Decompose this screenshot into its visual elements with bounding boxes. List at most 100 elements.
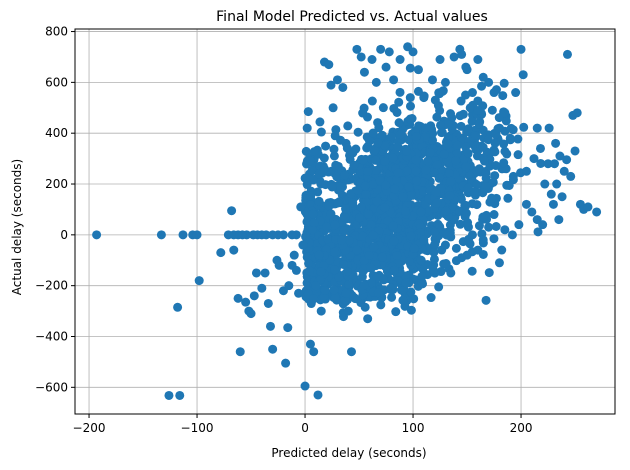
scatter-point (314, 196, 324, 206)
scatter-point (440, 77, 450, 87)
scatter-point (216, 248, 226, 258)
scatter-point (463, 148, 473, 158)
scatter-point (321, 141, 331, 151)
scatter-point (380, 203, 390, 213)
scatter-point (428, 135, 438, 145)
scatter-point (371, 77, 381, 87)
scatter-point (431, 187, 441, 197)
scatter-point (451, 243, 461, 253)
scatter-point (535, 143, 545, 153)
scatter-point (394, 97, 404, 107)
scatter-point (389, 75, 399, 85)
scatter-point (474, 119, 484, 129)
scatter-point (405, 93, 415, 103)
scatter-point (173, 302, 183, 312)
scatter-point (550, 159, 560, 169)
scatter-point (532, 123, 542, 133)
scatter-point (306, 156, 316, 166)
scatter-point (308, 209, 318, 219)
scatter-point (268, 230, 278, 240)
scatter-point (483, 135, 493, 145)
scatter-point (303, 107, 313, 117)
scatter-point (298, 240, 308, 250)
scatter-point (404, 256, 414, 266)
scatter-point (381, 62, 391, 72)
scatter-point (474, 164, 484, 174)
scatter-point (404, 182, 414, 192)
scatter-point (340, 212, 350, 222)
scatter-point (551, 138, 561, 148)
scatter-point (411, 132, 421, 142)
scatter-point (291, 265, 301, 275)
scatter-point (500, 146, 510, 156)
scatter-point (306, 191, 316, 201)
scatter-point (467, 230, 477, 240)
scatter-point (478, 212, 488, 222)
scatter-point (281, 358, 291, 368)
scatter-point (464, 124, 474, 134)
scatter-point (592, 207, 602, 217)
scatter-point (499, 139, 509, 149)
scatter-point (555, 151, 565, 161)
scatter-point (343, 121, 353, 131)
x-axis-ticks: −200 −100 0 100 200 (73, 414, 532, 435)
scatter-point (446, 268, 456, 278)
scatter-point (405, 63, 415, 73)
scatter-point (284, 281, 294, 291)
scatter-point (376, 44, 386, 54)
scatter-point (377, 252, 387, 262)
scatter-point (430, 239, 440, 249)
scatter-point (346, 347, 356, 357)
scatter-point (437, 127, 447, 137)
scatter-point (478, 142, 488, 152)
scatter-point (454, 206, 464, 216)
scatter-point (379, 275, 389, 285)
scatter-point (472, 180, 482, 190)
y-tick-label: 600 (45, 75, 68, 89)
scatter-point (473, 105, 483, 115)
scatter-point (557, 192, 567, 202)
scatter-point (514, 220, 524, 230)
scatter-point (394, 118, 404, 128)
scatter-point (364, 209, 374, 219)
scatter-point (319, 164, 329, 174)
scatter-point (451, 156, 461, 166)
scatter-point (367, 278, 377, 288)
scatter-point (333, 198, 343, 208)
scatter-point (283, 323, 293, 333)
scatter-point (390, 184, 400, 194)
scatter-point (455, 219, 465, 229)
scatter-point (506, 123, 516, 133)
scatter-point (570, 146, 580, 156)
scatter-point (562, 49, 572, 59)
scatter-point (362, 143, 372, 153)
scatter-point (359, 280, 369, 290)
scatter-point (342, 267, 352, 277)
scatter-point (421, 123, 431, 133)
scatter-point (335, 181, 345, 191)
scatter-point (536, 158, 546, 168)
scatter-point (435, 55, 445, 64)
scatter-point (313, 390, 323, 400)
scatter-point (353, 185, 363, 195)
scatter-point (359, 67, 369, 77)
scatter-point (513, 150, 523, 160)
scatter-point (309, 347, 319, 357)
scatter-point (533, 227, 543, 237)
scatter-point (344, 236, 354, 246)
scatter-point (461, 162, 471, 172)
scatter-point (434, 282, 444, 292)
scatter-point (367, 96, 377, 106)
scatter-point (395, 55, 405, 64)
scatter-point (156, 230, 166, 240)
scatter-point (440, 240, 450, 250)
scatter-point (343, 306, 353, 316)
scatter-point (489, 210, 499, 220)
scatter-point (349, 160, 359, 170)
scatter-point (439, 149, 449, 159)
scatter-point (388, 221, 398, 231)
scatter-point (426, 293, 436, 303)
scatter-point (494, 258, 504, 268)
scatter-point (353, 127, 363, 137)
